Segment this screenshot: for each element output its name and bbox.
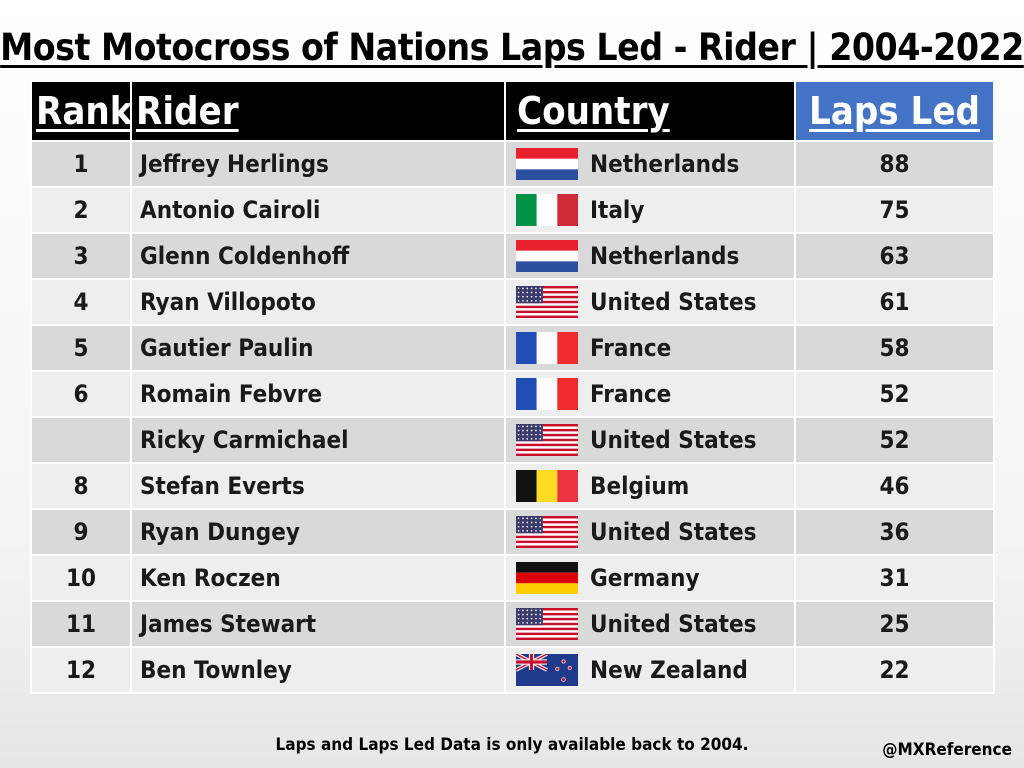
belgium-flag-icon — [516, 470, 578, 502]
rank-cell: 2 — [30, 186, 132, 234]
rank-cell: 9 — [30, 508, 132, 556]
country-name: Germany — [590, 564, 700, 592]
rank-cell — [30, 416, 132, 464]
country-name: Belgium — [590, 472, 690, 500]
laps-led-cell: 63 — [794, 232, 995, 280]
country-cell: France — [504, 370, 796, 418]
country-name: Netherlands — [590, 150, 740, 178]
country-name: New Zealand — [590, 656, 748, 684]
table-row: 4 Ryan Villopoto United States 61 — [30, 278, 995, 326]
table-row: 10 Ken Roczen Germany 31 — [30, 554, 995, 602]
rank-cell: 6 — [30, 370, 132, 418]
rank-cell: 11 — [30, 600, 132, 648]
country-name: United States — [590, 610, 757, 638]
rank-cell: 8 — [30, 462, 132, 510]
rider-cell: James Stewart — [130, 600, 506, 648]
country-name: Netherlands — [590, 242, 740, 270]
country-cell: France — [504, 324, 796, 372]
footnote: Laps and Laps Led Data is only available… — [275, 735, 749, 755]
laps-led-cell: 46 — [794, 462, 995, 510]
country-cell: Netherlands — [504, 232, 796, 280]
rider-cell: Ryan Dungey — [130, 508, 506, 556]
rider-cell: Stefan Everts — [130, 462, 506, 510]
country-cell: New Zealand — [504, 646, 796, 694]
laps-led-cell: 52 — [794, 370, 995, 418]
country-cell: United States — [504, 600, 796, 648]
country-name: United States — [590, 288, 757, 316]
table-row: 11 James Stewart United States 25 — [30, 600, 995, 648]
rank-cell: 1 — [30, 140, 132, 188]
table-row: 1 Jeffrey Herlings Netherlands 88 — [30, 140, 995, 188]
usa-flag-icon — [516, 516, 578, 548]
country-name: France — [590, 334, 672, 362]
usa-flag-icon — [516, 424, 578, 456]
rank-cell: 4 — [30, 278, 132, 326]
usa-flag-icon — [516, 286, 578, 318]
netherlands-flag-icon — [516, 240, 578, 272]
header-rank: Rank — [30, 80, 132, 142]
page-title: Most Motocross of Nations Laps Led - Rid… — [0, 26, 1024, 69]
country-cell: Netherlands — [504, 140, 796, 188]
rank-cell: 5 — [30, 324, 132, 372]
rider-cell: Glenn Coldenhoff — [130, 232, 506, 280]
laps-led-cell: 61 — [794, 278, 995, 326]
laps-led-table: Rank Rider Country Laps Led 1 Jeffrey Her… — [30, 80, 995, 694]
laps-led-cell: 88 — [794, 140, 995, 188]
country-cell: Italy — [504, 186, 796, 234]
france-flag-icon — [516, 332, 578, 364]
header-laps-led: Laps Led — [794, 80, 995, 142]
rider-cell: Ben Townley — [130, 646, 506, 694]
table-row: 9 Ryan Dungey United States 36 — [30, 508, 995, 556]
rider-cell: Gautier Paulin — [130, 324, 506, 372]
usa-flag-icon — [516, 608, 578, 640]
country-cell: United States — [504, 508, 796, 556]
germany-flag-icon — [516, 562, 578, 594]
netherlands-flag-icon — [516, 148, 578, 180]
header-rider: Rider — [130, 80, 506, 142]
country-name: France — [590, 380, 672, 408]
rider-cell: Romain Febvre — [130, 370, 506, 418]
france-flag-icon — [516, 378, 578, 410]
laps-led-cell: 75 — [794, 186, 995, 234]
rider-cell: Ryan Villopoto — [130, 278, 506, 326]
table-row: 5 Gautier Paulin France 58 — [30, 324, 995, 372]
rider-cell: Jeffrey Herlings — [130, 140, 506, 188]
country-name: United States — [590, 518, 757, 546]
table-row: 12 Ben Townley New Zealand 22 — [30, 646, 995, 694]
country-cell: United States — [504, 278, 796, 326]
country-cell: Germany — [504, 554, 796, 602]
table-row: 6 Romain Febvre France 52 — [30, 370, 995, 418]
source-handle: @MXReference — [882, 740, 1012, 760]
laps-led-cell: 52 — [794, 416, 995, 464]
country-cell: Belgium — [504, 462, 796, 510]
rider-cell: Antonio Cairoli — [130, 186, 506, 234]
country-name: Italy — [590, 196, 645, 224]
header-country: Country — [504, 80, 796, 142]
table-row: 8 Stefan Everts Belgium 46 — [30, 462, 995, 510]
rank-cell: 12 — [30, 646, 132, 694]
laps-led-cell: 22 — [794, 646, 995, 694]
rank-cell: 10 — [30, 554, 132, 602]
italy-flag-icon — [516, 194, 578, 226]
table-header-row: Rank Rider Country Laps Led — [30, 80, 995, 142]
table-body: 1 Jeffrey Herlings Netherlands 88 2 Antonio C… — [30, 140, 995, 694]
rider-cell: Ken Roczen — [130, 554, 506, 602]
laps-led-cell: 25 — [794, 600, 995, 648]
country-name: United States — [590, 426, 757, 454]
laps-led-cell: 31 — [794, 554, 995, 602]
rider-cell: Ricky Carmichael — [130, 416, 506, 464]
rank-cell: 3 — [30, 232, 132, 280]
laps-led-cell: 58 — [794, 324, 995, 372]
new-zealand-flag-icon — [516, 654, 578, 686]
table-row: Ricky Carmichael United States 52 — [30, 416, 995, 464]
table-row: 2 Antonio Cairoli Italy 75 — [30, 186, 995, 234]
country-cell: United States — [504, 416, 796, 464]
table-row: 3 Glenn Coldenhoff Netherlands 63 — [30, 232, 995, 280]
laps-led-cell: 36 — [794, 508, 995, 556]
